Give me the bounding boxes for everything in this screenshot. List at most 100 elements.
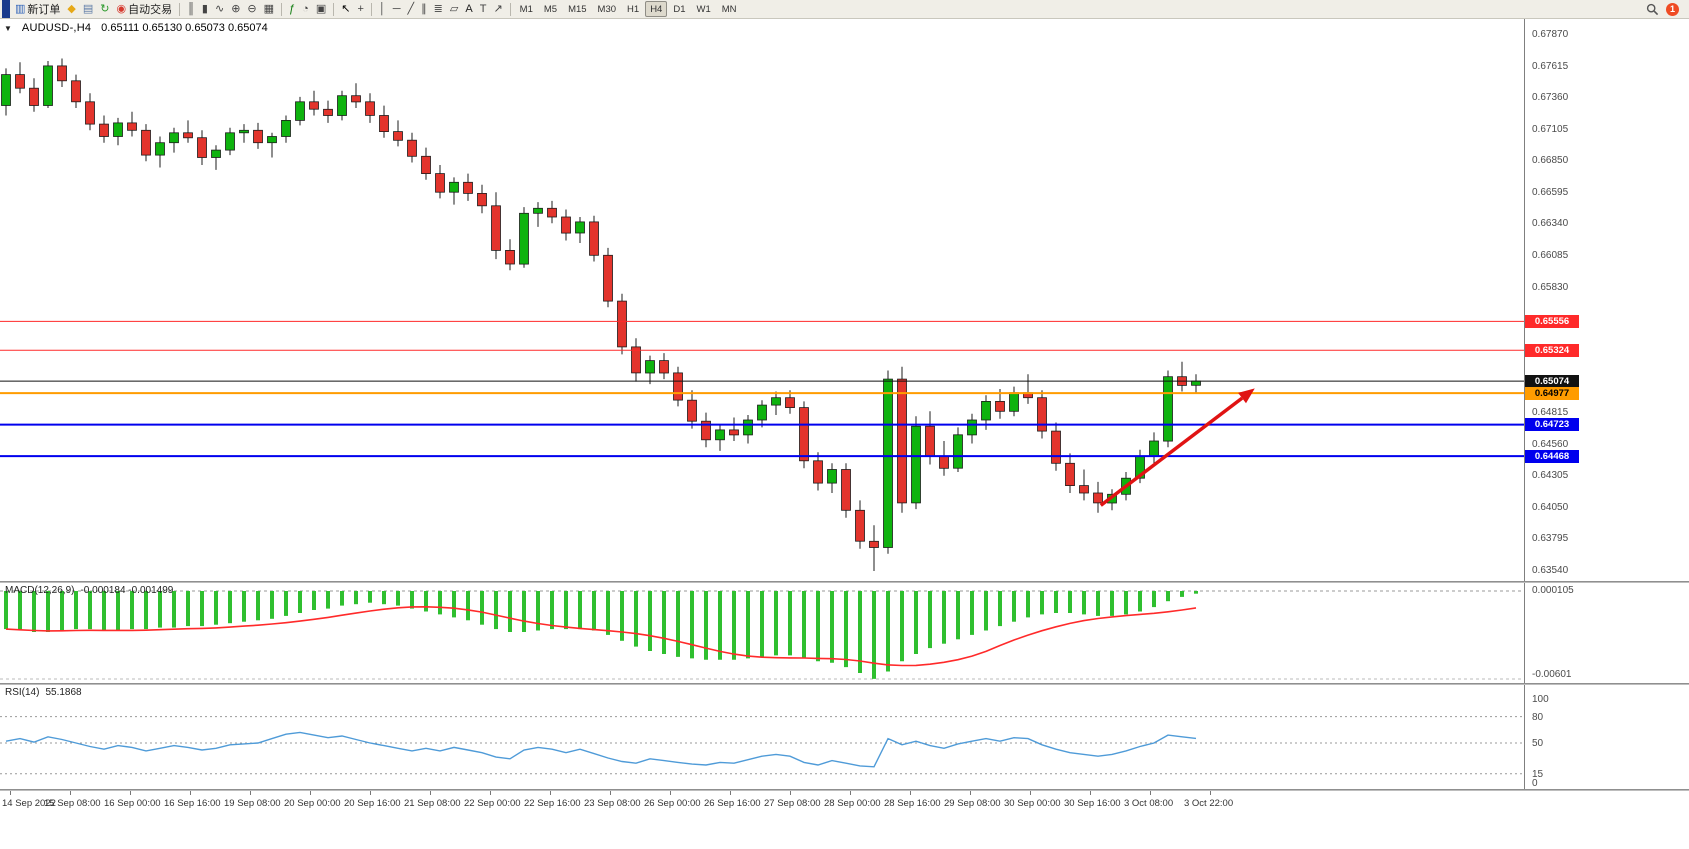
- crosshair-button[interactable]: +: [354, 1, 366, 17]
- vline-icon: │: [378, 3, 386, 15]
- collapse-chart-icon[interactable]: ▼: [4, 23, 12, 33]
- macd-values: -0.000184 -0.001499: [80, 585, 174, 596]
- toolbar-separator: [370, 2, 372, 16]
- chart-ohlc-values: 0.65111 0.65130 0.65073 0.65074: [101, 22, 268, 34]
- time-label: 29 Sep 08:00: [944, 798, 1001, 809]
- macd-scale[interactable]: 0.000105 -0.00601: [1524, 583, 1689, 683]
- time-tick: [1150, 791, 1151, 795]
- rsi-scale[interactable]: 100 80 50 15 0: [1524, 685, 1689, 789]
- main-chart-canvas[interactable]: [0, 19, 1524, 581]
- main-toolbar: ▥ 新订单 ◆ ▤ ↻ ◉ 自动交易 ║ ▮ ∿ ⊕ ⊖ ▦ ƒ ◔ ▣ ↖ + │ ─ ╱ ∥ ≣ ▱ A T ↗ M1 M5 M15 M…: [0, 0, 1689, 19]
- timeframe-mn[interactable]: MN: [721, 3, 737, 15]
- time-label: 15 Sep 08:00: [44, 798, 101, 809]
- time-label: 16 Sep 16:00: [164, 798, 221, 809]
- resistance-line-badge: 0.65324: [1525, 343, 1579, 357]
- candles-layer: [1, 58, 1201, 571]
- resistance-line-badge: 0.65556: [1525, 314, 1579, 328]
- arrows-button[interactable]: ↗: [490, 1, 505, 17]
- price-tick-label: 0.66085: [1532, 249, 1569, 261]
- line-chart-button[interactable]: ∿: [212, 1, 227, 17]
- time-tick: [370, 791, 371, 795]
- trendline-button[interactable]: ╱: [405, 1, 418, 17]
- channel-button[interactable]: ∥: [418, 1, 430, 17]
- rsi-scale-label: 15: [1532, 768, 1544, 780]
- trend-arrow-annotation[interactable]: [1099, 388, 1255, 507]
- pane-separator[interactable]: [0, 581, 1689, 583]
- autotrade-button[interactable]: ◉ 自动交易: [114, 1, 176, 17]
- time-label: 20 Sep 00:00: [284, 798, 341, 809]
- print-button[interactable]: ▤: [80, 1, 96, 17]
- timeframe-w1[interactable]: W1: [696, 3, 711, 15]
- timeframe-h4[interactable]: H4: [645, 1, 668, 17]
- support-line-badge: 0.64723: [1525, 418, 1579, 432]
- time-tick: [850, 791, 851, 795]
- price-tick-label: 0.66340: [1532, 218, 1569, 230]
- hline-button[interactable]: ─: [390, 1, 404, 17]
- refresh-button[interactable]: ↻: [97, 1, 112, 17]
- time-label: 26 Sep 00:00: [644, 798, 701, 809]
- timeframe-m30[interactable]: M30: [597, 3, 617, 15]
- indicators-icon: ƒ: [289, 3, 296, 15]
- toolbar-right: 1: [1646, 2, 1687, 16]
- search-icon[interactable]: [1646, 3, 1659, 16]
- fibo-button[interactable]: ≣: [431, 1, 446, 17]
- crosshair-icon: +: [357, 3, 364, 15]
- window-edge: [2, 0, 10, 18]
- tile-windows-button[interactable]: ▦: [261, 1, 277, 17]
- bar-chart-icon: ║: [187, 3, 195, 15]
- vline-button[interactable]: │: [376, 1, 389, 17]
- diamond-button[interactable]: ◆: [64, 1, 78, 17]
- price-tick-label: 0.67360: [1532, 92, 1569, 104]
- time-label: 3 Oct 22:00: [1184, 798, 1234, 809]
- candlestick-button[interactable]: ▮: [199, 1, 211, 17]
- time-label: 21 Sep 08:00: [404, 798, 461, 809]
- zoom-in-button[interactable]: ⊕: [228, 1, 243, 17]
- timeframe-m5[interactable]: M5: [543, 3, 558, 15]
- macd-signal-line: [5, 605, 1197, 667]
- timeframe-h1[interactable]: H1: [627, 3, 640, 15]
- bar-chart-button[interactable]: ║: [184, 1, 198, 17]
- macd-name: MACD(12,26,9): [5, 585, 75, 596]
- template-icon: ▣: [315, 3, 327, 15]
- time-label: 3 Oct 08:00: [1124, 798, 1174, 809]
- time-tick: [490, 791, 491, 795]
- time-label: 30 Sep 16:00: [1064, 798, 1121, 809]
- new-order-button[interactable]: ▥ 新订单: [12, 1, 63, 17]
- textlabel-button[interactable]: T: [477, 1, 490, 17]
- time-axis[interactable]: 14 Sep 2022 15 Sep 08:00 16 Sep 00:00 16 Se…: [0, 791, 1689, 813]
- time-tick: [1030, 791, 1031, 795]
- time-label: 16 Sep 00:00: [104, 798, 161, 809]
- time-label: 27 Sep 08:00: [764, 798, 821, 809]
- price-tick-label: 0.63795: [1532, 533, 1569, 545]
- time-label: 14 Sep 2022: [2, 798, 56, 809]
- period-button[interactable]: ◔: [299, 1, 312, 17]
- line-chart-icon: ∿: [214, 3, 225, 15]
- pane-separator[interactable]: [0, 789, 1689, 791]
- indicators-button[interactable]: ƒ: [286, 1, 298, 17]
- zoom-out-button[interactable]: ⊖: [244, 1, 259, 17]
- notification-badge[interactable]: 1: [1666, 2, 1679, 16]
- time-label: 28 Sep 00:00: [824, 798, 881, 809]
- textlabel-icon: T: [479, 3, 487, 15]
- toolbar-separator: [179, 2, 181, 16]
- pane-separator[interactable]: [0, 683, 1689, 685]
- price-scale[interactable]: 0.67870 0.67615 0.67360 0.67105 0.66850 0.665…: [1524, 19, 1689, 581]
- time-tick: [10, 791, 11, 795]
- zoom-out-icon: ⊖: [247, 3, 257, 15]
- shapes-button[interactable]: ▱: [447, 1, 461, 17]
- support-line-badge: 0.64468: [1525, 449, 1579, 463]
- macd-scale-label: -0.00601: [1532, 669, 1572, 680]
- template-button[interactable]: ▣: [313, 1, 329, 17]
- autotrade-label: 自动交易: [128, 4, 173, 16]
- cursor-button[interactable]: ↖: [338, 1, 353, 17]
- timeframe-d1[interactable]: D1: [673, 3, 686, 15]
- rsi-canvas[interactable]: [0, 685, 1524, 789]
- timeframe-m15[interactable]: M15: [568, 3, 587, 15]
- shapes-icon: ▱: [449, 3, 459, 15]
- time-tick: [250, 791, 251, 795]
- macd-canvas[interactable]: [0, 583, 1524, 683]
- text-button[interactable]: A: [462, 1, 475, 17]
- timeframe-m1[interactable]: M1: [519, 3, 533, 15]
- time-tick: [190, 791, 191, 795]
- chart-symbol-period: AUDUSD-,H4: [21, 22, 92, 34]
